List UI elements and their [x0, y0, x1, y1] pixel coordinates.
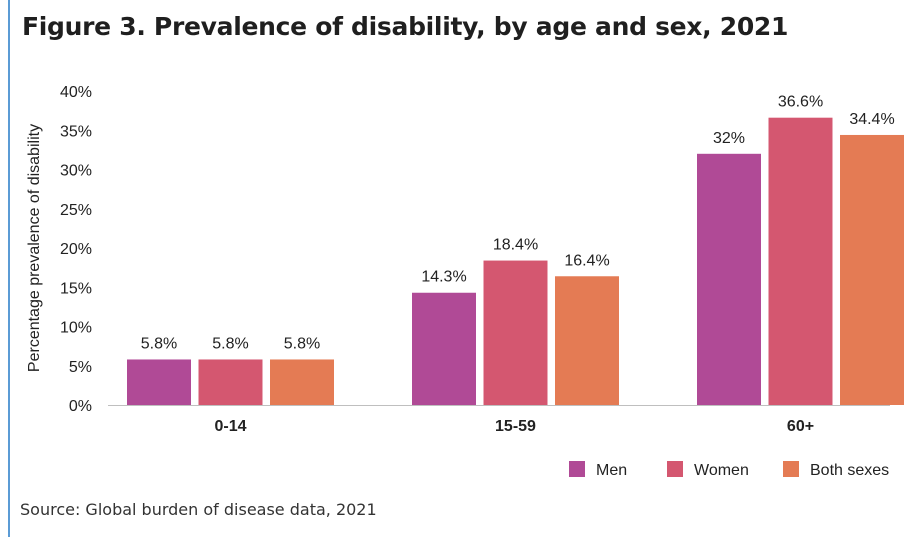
- y-tick-label: 20%: [60, 241, 92, 258]
- data-label: 36.6%: [778, 94, 823, 111]
- y-axis-title: Percentage prevalence of disability: [26, 124, 43, 372]
- x-axis: 0-14 15-59 60+: [108, 405, 890, 435]
- bar-both-sexes-15-59: [555, 276, 619, 405]
- bar-women-15-59: [483, 260, 548, 405]
- data-label: 18.4%: [493, 237, 538, 254]
- y-tick-label: 25%: [60, 202, 92, 219]
- data-label: 14.3%: [421, 269, 466, 286]
- source-note: Source: Global burden of disease data, 2…: [20, 500, 377, 519]
- x-tick-label: 0-14: [214, 418, 246, 435]
- bars-group: 5.8% 5.8% 5.8% 14.3% 18.4% 16.4% 32% 36.6% 34.4%: [127, 94, 904, 405]
- y-tick-label: 35%: [60, 123, 92, 140]
- legend-swatch: [569, 461, 585, 477]
- y-tick-label: 40%: [60, 84, 92, 101]
- bar-women-60+: [768, 117, 833, 405]
- legend-swatch: [667, 461, 683, 477]
- legend-label: Both sexes: [810, 462, 889, 479]
- y-axis: 0% 5% 10% 15% 20% 25% 30% 35% 40% Percentage prev…: [26, 84, 92, 415]
- figure-title: Figure 3. Prevalence of disability, by a…: [22, 12, 789, 41]
- data-label: 5.8%: [212, 335, 248, 352]
- data-label: 5.8%: [141, 335, 177, 352]
- y-tick-label: 30%: [60, 163, 92, 180]
- bar-men-0-14: [127, 359, 191, 405]
- bar-both-sexes-60+: [840, 134, 904, 405]
- legend-swatch: [783, 461, 799, 477]
- figure-frame: [8, 0, 918, 537]
- bar-women-0-14: [198, 359, 263, 405]
- y-tick-label: 0%: [69, 398, 92, 415]
- data-label: 16.4%: [564, 252, 609, 269]
- x-tick-label: 60+: [787, 418, 814, 435]
- data-label: 32%: [713, 130, 745, 147]
- legend-label: Men: [596, 462, 627, 479]
- bar-men-15-59: [412, 292, 476, 405]
- legend-label: Women: [694, 462, 749, 479]
- y-tick-label: 15%: [60, 280, 92, 297]
- bar-both-sexes-0-14: [270, 359, 334, 405]
- legend: Men Women Both sexes: [569, 461, 889, 479]
- x-tick-label: 15-59: [495, 418, 536, 435]
- bar-men-60+: [697, 153, 761, 405]
- y-tick-label: 5%: [69, 359, 92, 376]
- y-tick-label: 10%: [60, 320, 92, 337]
- data-label: 5.8%: [284, 335, 320, 352]
- data-label: 34.4%: [849, 111, 894, 128]
